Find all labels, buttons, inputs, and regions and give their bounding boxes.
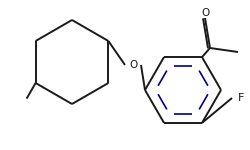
Text: O: O <box>201 8 209 18</box>
Text: F: F <box>238 93 244 103</box>
Text: O: O <box>129 60 137 70</box>
